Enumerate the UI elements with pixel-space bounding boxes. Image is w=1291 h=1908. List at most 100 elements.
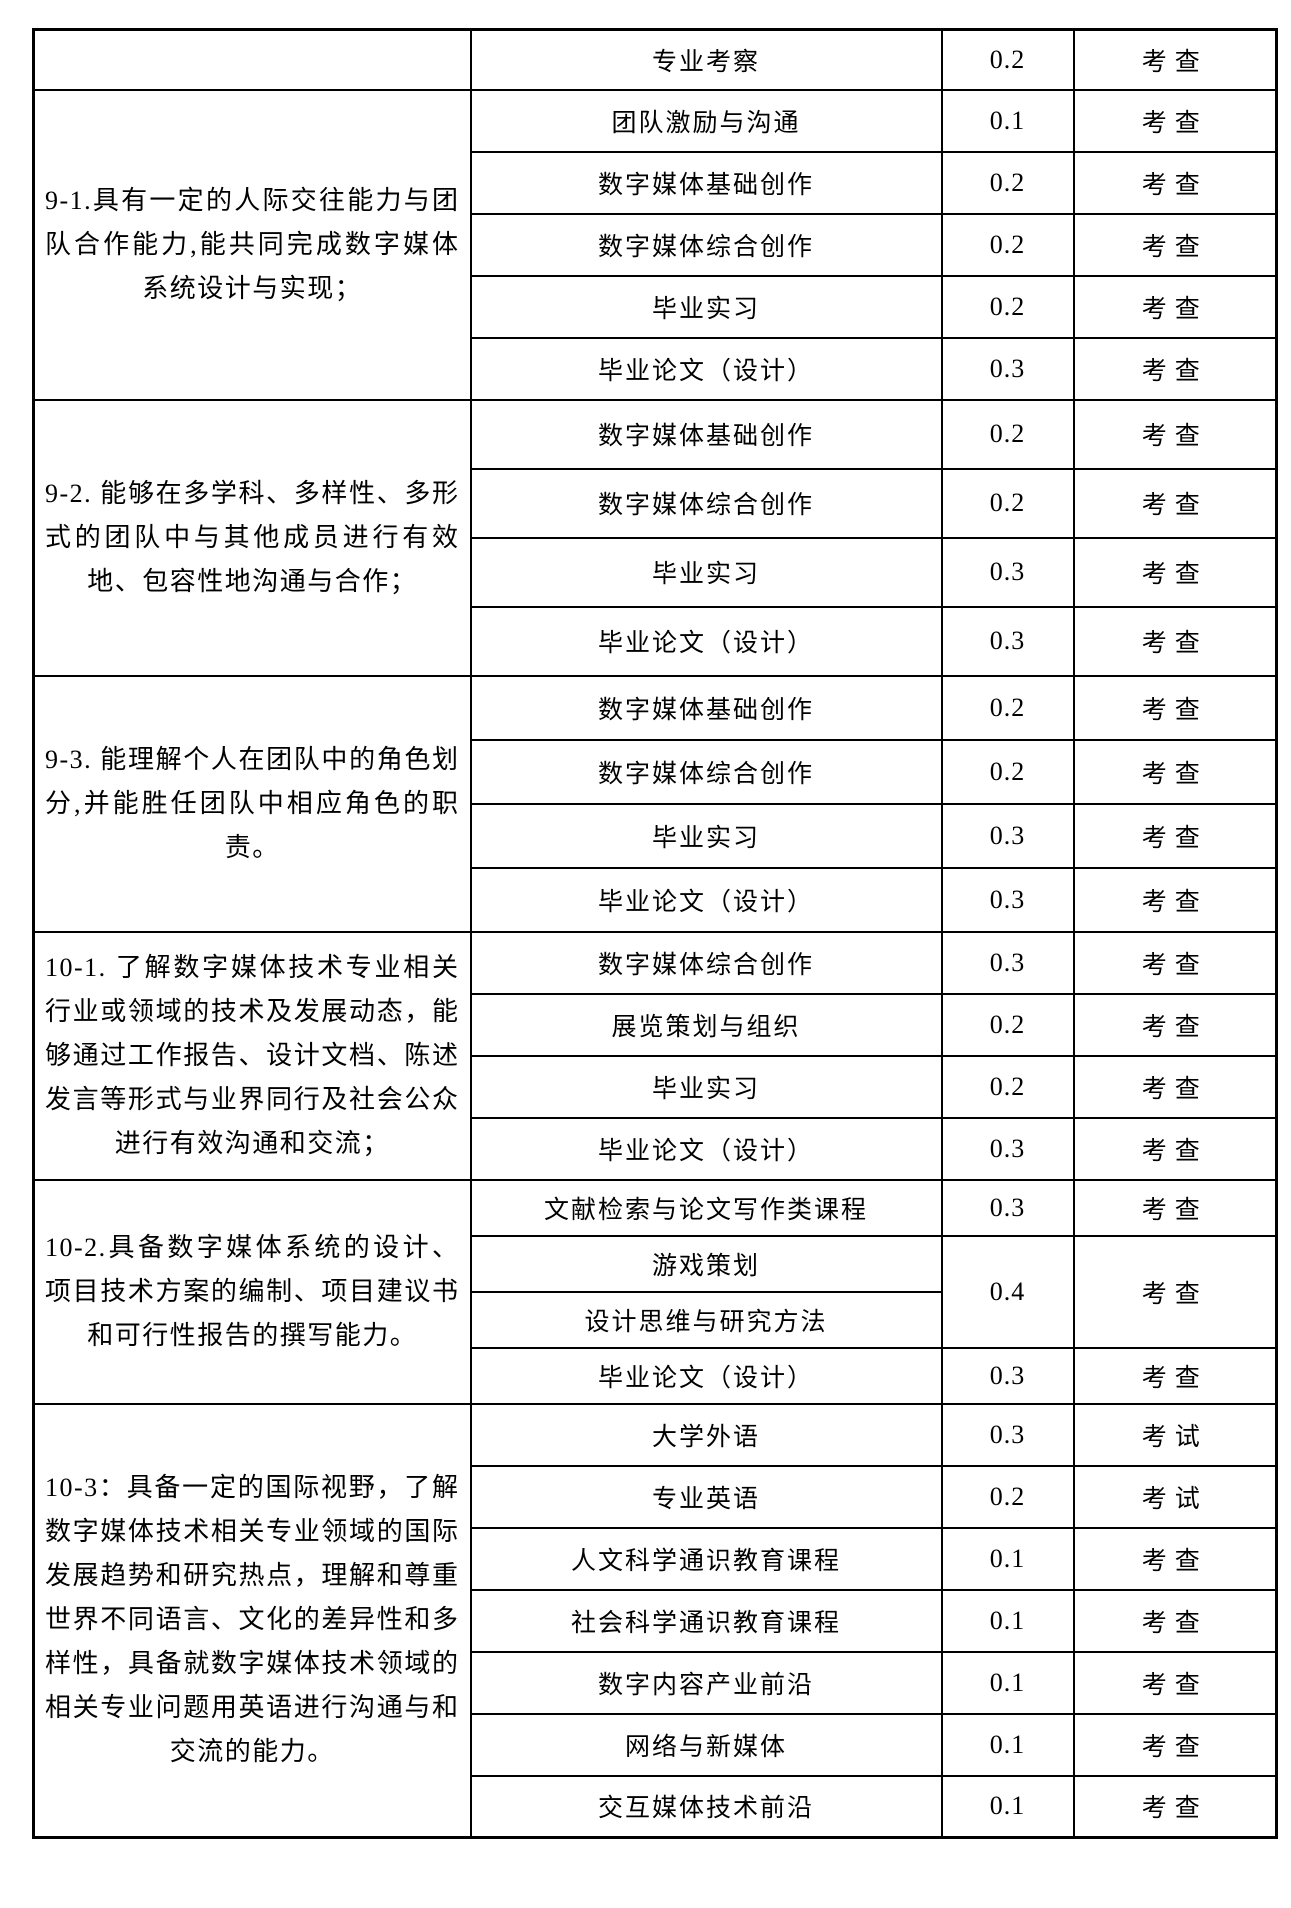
weight-cell: 0.2 <box>940 28 1075 91</box>
weight-cell: 0.1 <box>940 1774 1075 1839</box>
assessment-cell: 考试 <box>1072 1464 1278 1529</box>
weight-cell: 0.1 <box>940 88 1075 153</box>
weight-cell: 0.2 <box>940 212 1075 277</box>
assessment-cell: 考查 <box>1072 992 1278 1057</box>
table-row: 毕业实习 0.3 考查 <box>34 802 1278 869</box>
course-cell: 毕业实习 <box>469 802 943 869</box>
course-cell: 毕业论文（设计） <box>469 1346 943 1405</box>
assessment-cell-merged: 考查 <box>1072 1234 1278 1349</box>
table-row: 毕业论文（设计） 0.3 考查 <box>34 1346 1278 1405</box>
table-row: 10-3：具备一定的国际视野，了解数字媒体技术相关专业领域的国际发展趋势和研究热… <box>32 1402 1278 1839</box>
table-row: 9-2. 能够在多学科、多样性、多形式的团队中与其他成员进行有效地、包容性地沟通… <box>32 398 1278 677</box>
weight-cell: 0.2 <box>940 1054 1075 1119</box>
assessment-cell: 考查 <box>1072 1178 1278 1237</box>
course-cell: 毕业论文（设计） <box>469 866 943 933</box>
table-row: 数字媒体综合创作 0.2 考查 <box>34 738 1278 805</box>
table-row: 人文科学通识教育课程 0.1 考查 <box>34 1526 1278 1591</box>
weight-cell: 0.2 <box>940 1464 1075 1529</box>
requirement-cell-10-2: 10-2.具备数字媒体系统的设计、项目技术方案的编制、项目建议书和可行性报告的撰… <box>32 1178 472 1405</box>
course-cell: 数字媒体基础创作 <box>469 674 943 741</box>
table-row: 专业英语 0.2 考试 <box>34 1464 1278 1529</box>
table-row: 交互媒体技术前沿 0.1 考查 <box>34 1774 1278 1839</box>
weight-cell: 0.2 <box>940 674 1075 741</box>
assessment-cell: 考查 <box>1072 398 1278 470</box>
course-cell: 大学外语 <box>469 1402 943 1467</box>
weight-cell: 0.2 <box>940 738 1075 805</box>
assessment-cell: 考查 <box>1072 1774 1278 1839</box>
requirement-cell-9-2: 9-2. 能够在多学科、多样性、多形式的团队中与其他成员进行有效地、包容性地沟通… <box>32 398 472 677</box>
weight-cell: 0.1 <box>940 1650 1075 1715</box>
assessment-cell: 考试 <box>1072 1402 1278 1467</box>
course-cell: 展览策划与组织 <box>469 992 943 1057</box>
requirement-cell-9-3: 9-3. 能理解个人在团队中的角色划分,并能胜任团队中相应角色的职责。 <box>32 674 472 933</box>
course-cell: 毕业实习 <box>469 1054 943 1119</box>
table-row: 数字内容产业前沿 0.1 考查 <box>34 1650 1278 1715</box>
course-cell: 社会科学通识教育课程 <box>469 1588 943 1653</box>
weight-cell: 0.1 <box>940 1588 1075 1653</box>
assessment-cell: 考查 <box>1072 1054 1278 1119</box>
weight-cell-merged: 0.4 <box>940 1234 1075 1349</box>
course-cell: 毕业论文（设计） <box>469 1116 943 1181</box>
assessment-cell: 考查 <box>1072 88 1278 153</box>
assessment-cell: 考查 <box>1072 467 1278 539</box>
weight-cell: 0.2 <box>940 467 1075 539</box>
weight-cell: 0.3 <box>940 930 1075 995</box>
assessment-cell: 考查 <box>1072 738 1278 805</box>
table-row: 毕业实习 0.2 考查 <box>34 274 1278 339</box>
requirement-cell-9-1: 9-1.具有一定的人际交往能力与团队合作能力,能共同完成数字媒体系统设计与实现； <box>32 88 472 401</box>
assessment-cell: 考查 <box>1072 1588 1278 1653</box>
course-cell: 设计思维与研究方法 <box>469 1290 943 1349</box>
weight-cell: 0.3 <box>940 336 1075 401</box>
weight-cell: 0.3 <box>940 1402 1075 1467</box>
table-row: 10-2.具备数字媒体系统的设计、项目技术方案的编制、项目建议书和可行性报告的撰… <box>32 1178 1278 1405</box>
course-assessment-table: 专业考察 0.2 考查 9-1.具有一定的人际交往能力与团队合作能力,能共同完成… <box>32 28 1278 1839</box>
course-cell: 文献检索与论文写作类课程 <box>469 1178 943 1237</box>
table-row: 数字媒体综合创作 0.2 考查 <box>34 212 1278 277</box>
table-row: 专业考察 0.2 考查 <box>32 28 1278 91</box>
course-cell: 专业英语 <box>469 1464 943 1529</box>
course-cell: 人文科学通识教育课程 <box>469 1526 943 1591</box>
table-row: 毕业论文（设计） 0.3 考查 <box>34 866 1278 933</box>
assessment-cell: 考查 <box>1072 536 1278 608</box>
weight-cell: 0.3 <box>940 605 1075 677</box>
assessment-cell: 考查 <box>1072 274 1278 339</box>
assessment-cell: 考查 <box>1072 1650 1278 1715</box>
assessment-cell: 考查 <box>1072 866 1278 933</box>
table-row: 网络与新媒体 0.1 考查 <box>34 1712 1278 1777</box>
assessment-cell: 考查 <box>1072 1346 1278 1405</box>
course-cell: 数字内容产业前沿 <box>469 1650 943 1715</box>
assessment-cell: 考查 <box>1072 336 1278 401</box>
course-cell: 数字媒体综合创作 <box>469 467 943 539</box>
weight-cell: 0.3 <box>940 536 1075 608</box>
table-row: 毕业实习 0.3 考查 <box>34 536 1278 608</box>
table-row: 毕业论文（设计） 0.3 考查 <box>34 1116 1278 1181</box>
course-cell: 毕业实习 <box>469 274 943 339</box>
course-cell: 专业考察 <box>469 28 943 91</box>
course-cell: 毕业实习 <box>469 536 943 608</box>
table-row: 社会科学通识教育课程 0.1 考查 <box>34 1588 1278 1653</box>
course-cell: 团队激励与沟通 <box>469 88 943 153</box>
table-row: 展览策划与组织 0.2 考查 <box>34 992 1278 1057</box>
weight-cell: 0.2 <box>940 992 1075 1057</box>
weight-cell: 0.2 <box>940 398 1075 470</box>
weight-cell: 0.3 <box>940 802 1075 869</box>
assessment-cell: 考查 <box>1072 674 1278 741</box>
table-row: 9-3. 能理解个人在团队中的角色划分,并能胜任团队中相应角色的职责。 数字媒体… <box>32 674 1278 933</box>
assessment-cell: 考查 <box>1072 1712 1278 1777</box>
weight-cell: 0.2 <box>940 150 1075 215</box>
assessment-cell: 考查 <box>1072 150 1278 215</box>
requirement-cell-10-1: 10-1. 了解数字媒体技术专业相关行业或领域的技术及发展动态，能够通过工作报告… <box>32 930 472 1181</box>
table-row: 毕业实习 0.2 考查 <box>34 1054 1278 1119</box>
course-cell: 毕业论文（设计） <box>469 336 943 401</box>
course-cell: 网络与新媒体 <box>469 1712 943 1777</box>
weight-cell: 0.1 <box>940 1526 1075 1591</box>
table-row: 数字媒体基础创作 0.2 考查 <box>34 150 1278 215</box>
weight-cell: 0.3 <box>940 1116 1075 1181</box>
course-cell: 数字媒体综合创作 <box>469 212 943 277</box>
weight-cell: 0.3 <box>940 1346 1075 1405</box>
weight-cell: 0.2 <box>940 274 1075 339</box>
table-row: 毕业论文（设计） 0.3 考查 <box>34 605 1278 677</box>
course-cell: 游戏策划 <box>469 1234 943 1293</box>
table-row: 设计思维与研究方法 <box>34 1290 1277 1349</box>
course-cell: 数字媒体综合创作 <box>469 930 943 995</box>
